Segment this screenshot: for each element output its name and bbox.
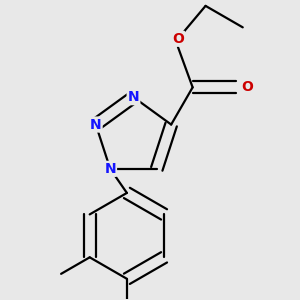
Text: O: O [241,80,253,94]
Text: O: O [172,32,184,46]
Text: N: N [104,162,116,176]
Text: N: N [128,90,139,104]
Text: N: N [90,118,102,131]
